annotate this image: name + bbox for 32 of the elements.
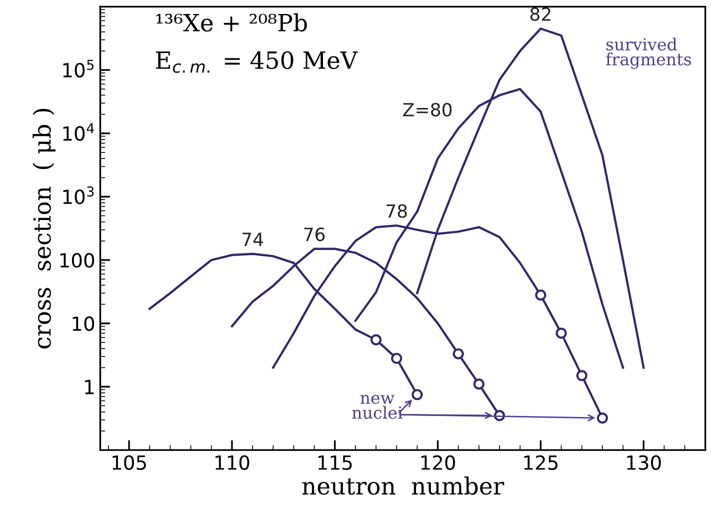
x-tick-label: 120	[421, 455, 456, 470]
point	[535, 289, 546, 301]
point	[473, 378, 484, 390]
y-tick-label: 100	[60, 252, 94, 268]
series-label: 82	[530, 7, 550, 21]
series-label: 78	[386, 204, 407, 218]
point	[556, 328, 567, 339]
x-tick-label: 115	[318, 456, 352, 470]
x-tick-label: 125	[524, 455, 558, 470]
x-tick-label: 110	[216, 455, 250, 470]
y-tick-label: 10$^{3}$	[63, 186, 94, 204]
series-label: Z=80	[403, 102, 452, 116]
y-tick-label: 10	[72, 316, 94, 332]
annotation: new nuclei	[352, 394, 402, 419]
point	[370, 334, 382, 346]
chart-title: ¹³⁶Xe + ²⁰⁸Pb	[156, 13, 307, 32]
point	[412, 389, 423, 400]
y-axis-title: cross section ( μb )	[32, 108, 56, 348]
annotation: survived fragments	[606, 38, 692, 69]
x-tick-label: 130	[627, 455, 661, 470]
text: E$_{c.m.}$ = 450 MeV	[156, 51, 358, 73]
y-tick-label: 10$^{5}$	[63, 60, 94, 78]
point	[576, 370, 588, 382]
series-label: 74	[242, 232, 264, 246]
point	[452, 348, 464, 360]
series-label: 76	[304, 228, 325, 242]
point	[391, 352, 402, 364]
x-axis-title: neutron number	[302, 476, 504, 495]
x-tick-label: 105	[112, 455, 146, 470]
point	[596, 412, 608, 424]
y-tick-label: 1	[85, 380, 94, 394]
y-tick-label: 10$^{4}$	[63, 123, 94, 141]
